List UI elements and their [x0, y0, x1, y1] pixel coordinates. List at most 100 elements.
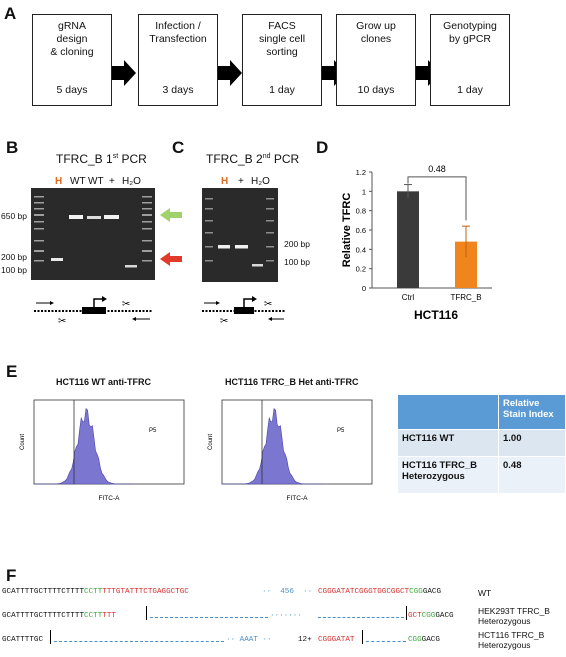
hist-x-label: FITC-A — [99, 495, 121, 502]
y-tick-label: 1 — [362, 187, 366, 196]
deletion-line — [150, 617, 268, 618]
y-axis-label: Relative TFRC — [341, 193, 353, 268]
step-title: Genotyping by gPCR — [443, 20, 497, 45]
seq-label-hek: HEK293T TFRC_B Heterozygous — [478, 606, 550, 626]
panel-c-label: C — [172, 138, 185, 157]
lane-h: H — [55, 176, 63, 187]
lane-water: H₂O — [122, 176, 141, 187]
panel-b-title: TFRC_B 1st PCR — [56, 152, 147, 166]
svg-text:✂: ✂ — [220, 316, 228, 327]
bp-100: 100 bp — [1, 265, 27, 275]
gate-label: P5 — [337, 428, 345, 434]
gel-b — [31, 188, 155, 280]
deletion-line — [54, 641, 224, 642]
cut-site — [146, 606, 147, 620]
gene-schematic-c: ✂ ✂ — [202, 296, 286, 327]
bar-chart: 0 0.2 0.4 0.6 0.8 1 1.2 Relative TFRC Ctrl TFRC_B… — [341, 164, 492, 322]
step-title: Grow up clones — [356, 20, 396, 45]
seq-hct: GCATTTTGC — [2, 636, 44, 644]
stain-index-table: Relative Stain Index HCT116 WT 1.00 HCT1… — [397, 394, 566, 494]
bp-200: 200 bp — [1, 252, 27, 262]
y-tick-label: 0.8 — [356, 207, 366, 216]
panel-e-label: E — [6, 362, 18, 381]
seq-hek-dots: ······· — [270, 612, 302, 620]
step-duration: 1 day — [457, 84, 483, 96]
svg-text:✂: ✂ — [58, 316, 66, 327]
significance-bracket — [407, 176, 467, 221]
panel-c-title: TFRC_B 2nd PCR — [206, 152, 300, 166]
green-arrow-icon — [160, 208, 182, 222]
panel-f-label: F — [6, 566, 17, 585]
gene-schematic-b: ✂ ✂ — [34, 296, 152, 327]
histogram-het: P5 Count FITC-A — [208, 399, 373, 502]
seq-label-hct: HCT116 TFRC_B Heterozygous — [478, 630, 545, 650]
panel-b-label: B — [6, 138, 19, 157]
hist-y-label: Count — [208, 434, 214, 450]
bp-650: 650 bp — [1, 211, 27, 221]
table-row-name: HCT116 TFRC_B Heterozygous — [397, 456, 499, 494]
seq-hct-mid: ·· AAAT ·· — [226, 636, 272, 644]
bar — [455, 241, 477, 288]
plot-frame — [221, 399, 373, 485]
red-arrow-icon — [160, 252, 182, 266]
y-tick-label: 0 — [362, 284, 366, 293]
seq-hct-red: CGGGATAT — [318, 636, 355, 644]
hist-x-label: FITC-A — [287, 495, 309, 502]
seq-wt-right: CGGGATATCGGGTGGCGGCTCGGGACG — [318, 588, 442, 596]
panel-a-label: A — [4, 4, 17, 23]
flow-arrow-icon — [218, 60, 242, 86]
y-tick-label: 0.6 — [356, 226, 366, 235]
seq-hek: GCATTTTGCTTTTCTTTTCCTTTTT — [2, 612, 116, 620]
seq-wt-gap: ·· 456 ·· — [262, 588, 313, 596]
step-title: FACS single cell sorting — [258, 20, 306, 58]
panel-d-label: D — [316, 138, 329, 157]
deletion-line — [318, 617, 404, 618]
table-row-value: 1.00 — [498, 429, 566, 457]
cut-site — [406, 606, 407, 620]
step-duration: 1 day — [269, 84, 295, 96]
x-axis-label: HCT116 — [414, 308, 458, 322]
x-tick-label: TFRC_B — [450, 293, 481, 302]
table-header-blank — [397, 394, 499, 430]
step-duration: 3 days — [162, 84, 194, 96]
workflow-step: Infection / Transfection 3 days — [138, 14, 218, 106]
cut-site — [50, 630, 51, 644]
bp-c-200: 200 bp — [284, 239, 310, 249]
gel-c — [202, 188, 278, 282]
lane-c-plus: + — [238, 176, 244, 187]
workflow-step: gRNA design & cloning 5 days — [32, 14, 112, 106]
step-title: Infection / Transfection — [149, 20, 207, 45]
seq-hek-right: GCTCGGGACG — [408, 612, 454, 620]
table-header-stain: Relative Stain Index — [498, 394, 566, 430]
step-duration: 5 days — [56, 84, 88, 96]
lane-plus: + — [109, 176, 115, 187]
svg-text:✂: ✂ — [122, 299, 130, 310]
histogram-fill — [34, 407, 134, 485]
lane-wt2: WT — [88, 176, 104, 187]
svg-text:✂: ✂ — [264, 299, 272, 310]
hist1-title: HCT116 WT anti-TFRC — [56, 377, 152, 387]
hist2-title: HCT116 TFRC_B Het anti-TFRC — [225, 377, 359, 387]
workflow-step: FACS single cell sorting 1 day — [242, 14, 322, 106]
deletion-line — [366, 641, 406, 642]
y-tick-label: 0.4 — [356, 245, 366, 254]
workflow-step: Grow up clones 10 days — [336, 14, 416, 106]
annotation: 0.48 — [428, 164, 446, 174]
lane-c-h: H — [221, 176, 229, 187]
band-arrows — [160, 208, 182, 266]
seq-wt: GCATTTTGCTTTTCTTTTCCTTTTTGTATTTCTGAGGCTG… — [2, 588, 189, 596]
step-duration: 10 days — [357, 84, 395, 96]
table-row-name: HCT116 WT — [397, 429, 499, 457]
hist-y-label: Count — [20, 434, 26, 450]
gate-label: P5 — [149, 428, 157, 434]
step-title: gRNA design & cloning — [50, 20, 94, 58]
histogram-wt: P5 Count FITC-A — [20, 399, 185, 502]
bp-c-100: 100 bp — [284, 257, 310, 267]
y-tick-label: 0.2 — [356, 265, 366, 274]
workflow-step: Genotyping by gPCR 1 day — [430, 14, 510, 106]
y-tick-label: 1.2 — [356, 168, 366, 177]
histogram-fill — [222, 407, 322, 485]
seq-hct-right: CGGGACG — [408, 636, 440, 644]
seq-hct-ins: 12+ — [298, 636, 312, 644]
lane-c-water: H₂O — [251, 176, 270, 187]
